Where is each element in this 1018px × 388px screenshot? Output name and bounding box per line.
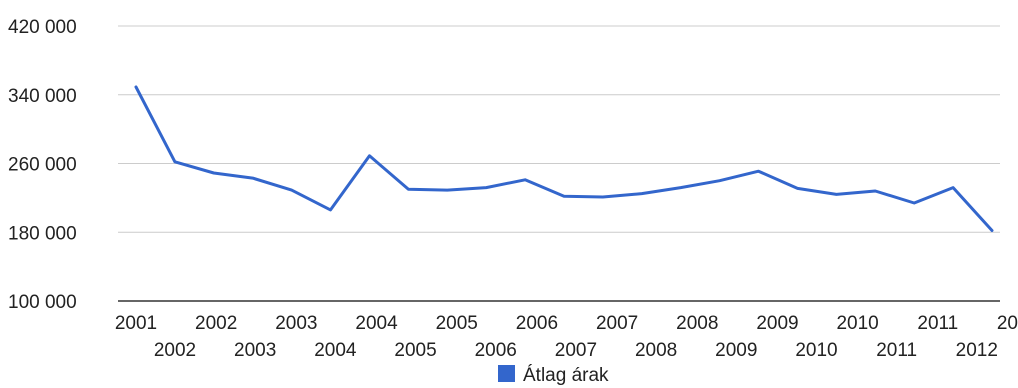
x-tick-label: 2007 <box>596 313 638 334</box>
x-tick-label: 2005 <box>394 340 436 361</box>
legend-swatch <box>498 365 515 382</box>
x-tick-label: 2011 <box>876 340 917 361</box>
x-tick-label: 2004 <box>314 340 357 361</box>
x-tick-label: 2006 <box>475 340 517 361</box>
legend: Átlag árak <box>498 365 609 386</box>
x-tick-label: 2003 <box>275 313 317 334</box>
x-tick-label: 2009 <box>715 340 757 361</box>
x-axis: 2001 2002 2003 2004 2005 2006 2007 2008 2009 2010… <box>115 313 1018 361</box>
x-tick-label: 2005 <box>436 313 478 334</box>
x-tick-label: 2008 <box>676 313 718 334</box>
x-tick-label: 2008 <box>635 340 677 361</box>
x-tick-label: 2003 <box>234 340 276 361</box>
x-tick-label: 2002 <box>195 313 237 334</box>
y-axis: 100 000 180 000 260 000 340 000 420 000 <box>8 17 77 313</box>
legend-label: Átlag árak <box>523 365 609 386</box>
y-tick-label: 100 000 <box>8 292 77 313</box>
x-tick-label: 2002 <box>154 340 196 361</box>
y-tick-label: 420 000 <box>8 17 77 38</box>
y-tick-label: 180 000 <box>8 223 77 244</box>
y-tick-label: 340 000 <box>8 86 77 107</box>
x-tick-label: 2007 <box>555 340 597 361</box>
x-tick-label: 2011 <box>917 313 958 334</box>
x-tick-label: 2001 <box>115 313 157 334</box>
x-tick-label: 2009 <box>756 313 798 334</box>
y-tick-label: 260 000 <box>8 155 77 176</box>
x-tick-label: 2012 <box>997 313 1018 334</box>
x-tick-label: 2010 <box>795 340 837 361</box>
x-tick-label: 2004 <box>355 313 398 334</box>
x-tick-label: 2012 <box>956 340 998 361</box>
gridlines <box>118 25 1000 302</box>
x-tick-label: 2010 <box>836 313 878 334</box>
series-line <box>134 85 994 232</box>
x-tick-label: 2006 <box>516 313 558 334</box>
series-layer <box>134 85 994 232</box>
